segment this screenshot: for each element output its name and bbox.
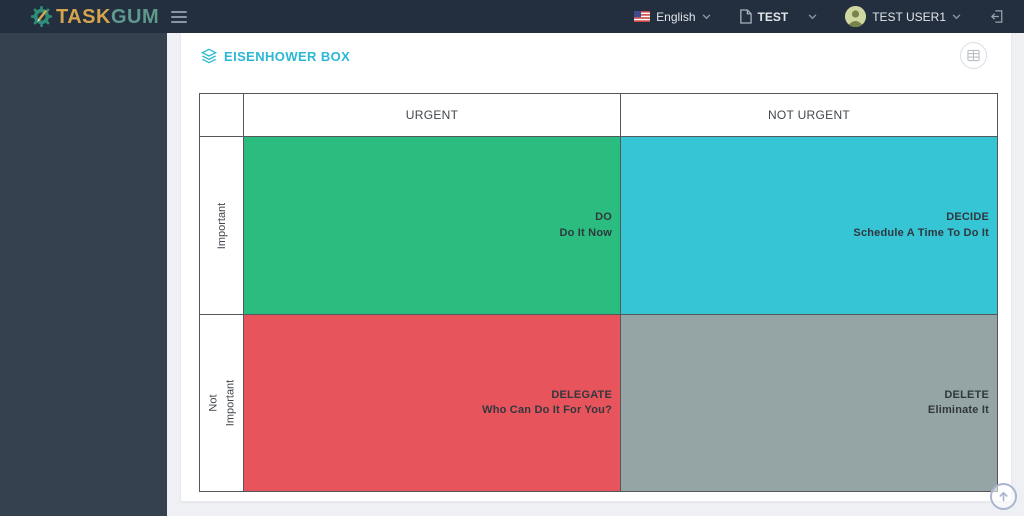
eisenhower-card: EISENHOWER BOX URGENT NOT URGENT Importa… [180,33,1012,502]
quadrant-delete-title: DELETE [944,388,989,401]
gear-pencil-icon [30,5,53,28]
us-flag-icon [634,11,651,22]
row-header-important: Important [200,137,243,314]
person-avatar-icon [845,6,867,27]
column-header-not-urgent: NOT URGENT [621,94,997,136]
brand-name: TASKGUM [56,7,159,27]
quadrant-delete: DELETE Eliminate It [621,315,997,491]
page-title: EISENHOWER BOX [201,48,350,64]
scroll-to-top-button[interactable] [990,483,1017,510]
chevron-down-icon [808,13,817,20]
eisenhower-matrix: URGENT NOT URGENT Important DO Do It Now… [199,93,998,492]
logout-button[interactable] [975,0,1016,33]
brand-name-primary: TASK [56,5,111,28]
chevron-down-icon [952,13,961,20]
row-header-not-important: Not Important [200,315,243,491]
row-header-important-label: Important [215,202,228,249]
quadrant-decide: DECIDE Schedule A Time To Do It [621,137,997,314]
hamburger-icon[interactable] [167,4,191,30]
logout-icon [989,8,1006,25]
board-selector[interactable]: TEST [725,0,832,33]
row-header-not-important-label: Not Important [207,379,236,427]
quadrant-delegate-subtitle: Who Can Do It For You? [482,404,612,416]
quadrant-delete-subtitle: Eliminate It [927,404,989,416]
quadrant-do-subtitle: Do It Now [559,226,612,239]
language-selector[interactable]: English [620,0,724,33]
quadrant-decide-title: DECIDE [946,211,989,224]
quadrant-delegate: DELEGATE Who Can Do It For You? [244,315,620,491]
table-grid-icon [967,49,980,62]
quadrant-do: DO Do It Now [244,137,620,314]
brand-logo[interactable]: TASKGUM [30,5,159,28]
user-menu[interactable]: TEST USER1 [831,0,975,33]
document-icon [739,9,752,24]
quadrant-do-title: DO [595,211,612,224]
column-header-urgent: URGENT [244,94,620,136]
main-area: EISENHOWER BOX URGENT NOT URGENT Importa… [167,33,1024,516]
left-sidebar [0,33,167,516]
quadrant-decide-subtitle: Schedule A Time To Do It [853,226,989,239]
top-navbar: TASKGUM English [0,0,1024,33]
page-title-label: EISENHOWER BOX [224,48,351,64]
matrix-corner-cell [200,94,243,136]
language-label: English [656,9,696,24]
board-label: TEST [757,9,789,24]
table-view-button[interactable] [960,42,987,69]
brand-name-secondary: GUM [110,5,160,28]
navbar-right: English TEST [620,0,1024,33]
chevron-down-icon [702,13,711,20]
user-label: TEST USER1 [872,9,946,24]
quadrant-delegate-title: DELEGATE [551,388,612,401]
layers-icon [201,48,217,64]
arrow-up-icon [997,490,1010,503]
